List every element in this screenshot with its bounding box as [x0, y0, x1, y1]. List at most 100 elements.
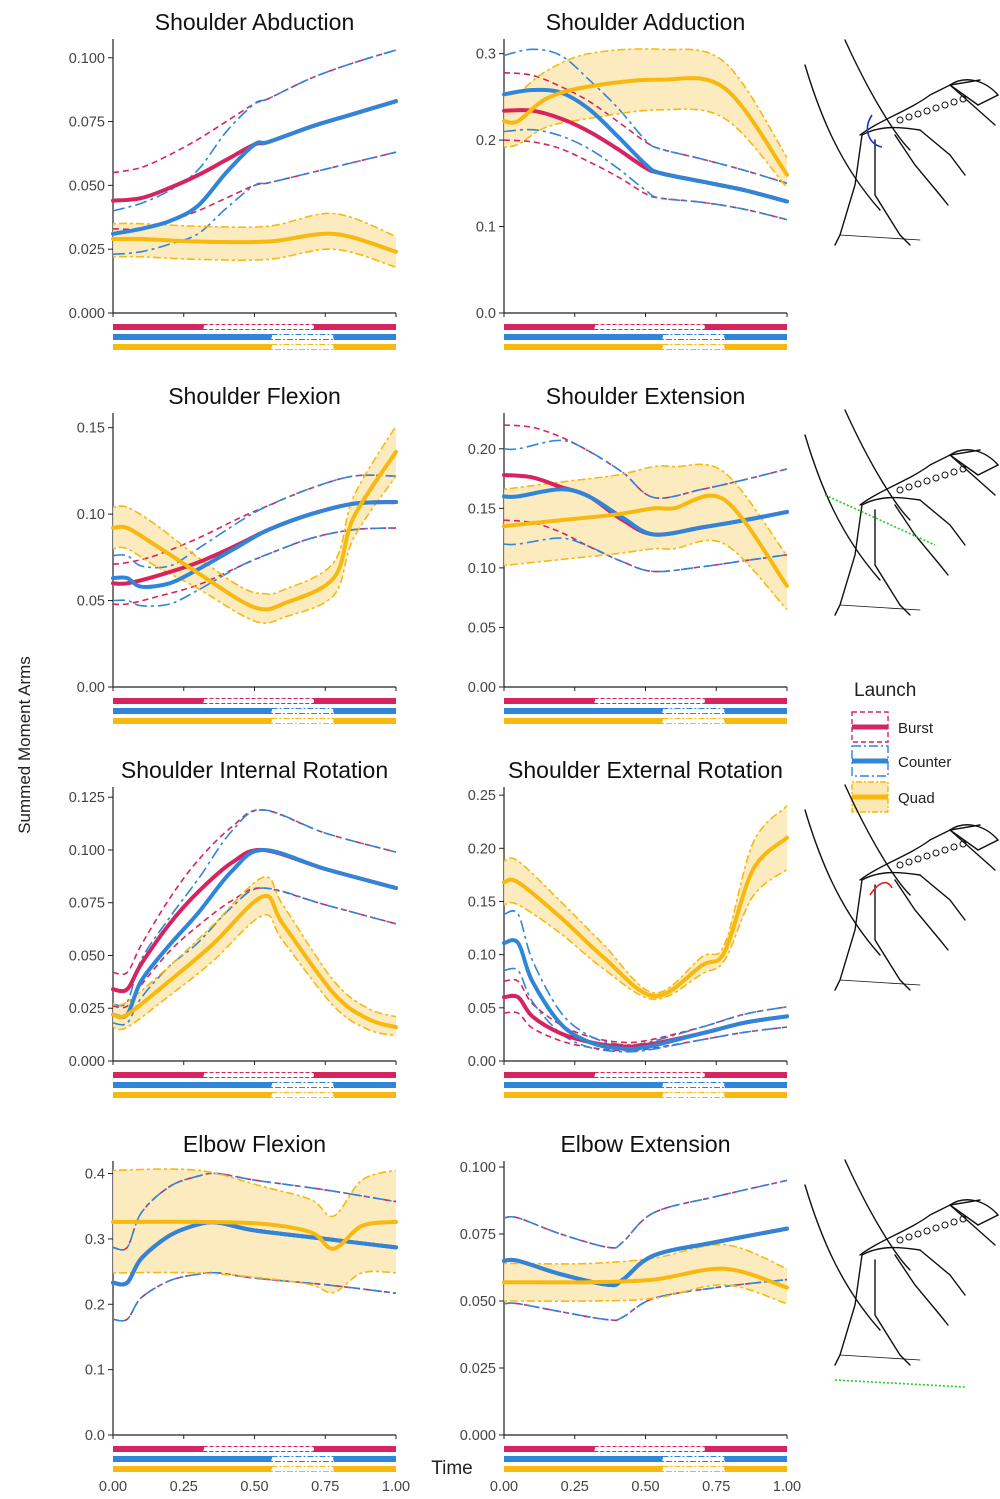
phase-bar-quad — [113, 1092, 272, 1098]
phase-bar-burst — [313, 1446, 396, 1452]
phase-bar-burst — [504, 1072, 595, 1078]
phase-bar-counter — [504, 708, 663, 714]
quad-mean-line — [111, 231, 398, 254]
skeleton-hindlimb — [894, 1254, 949, 1326]
skeleton-forelimb-outer — [834, 1254, 863, 1366]
phase-bar-quad — [504, 1092, 663, 1098]
skeleton-vertebra — [905, 1233, 913, 1241]
y-tick-label: 0.25 — [468, 788, 496, 804]
counter-upper-bound — [503, 910, 788, 1046]
y-tick-label: 0.075 — [460, 1227, 496, 1243]
skeleton-wing-edge — [804, 64, 881, 211]
phase-bar-quad — [333, 344, 396, 350]
counter-upper-bound — [503, 439, 788, 499]
skeleton-vertebra — [923, 477, 931, 485]
x-tick-label: 0.25 — [170, 1479, 198, 1495]
counter-upper-bound — [503, 1179, 788, 1249]
skeleton-forelimb-outer — [834, 879, 863, 991]
quad-lower-bound — [503, 108, 788, 189]
phase-bar-quad — [504, 344, 663, 350]
chart-shoulder-abduction: Shoulder Abduction 0.000 0.025 0.050 0.075 0.… — [69, 9, 398, 350]
panels: Shoulder Abduction 0.000 0.025 0.050 0.075 0.… — [69, 9, 801, 1495]
skeleton-vertebra — [932, 1224, 940, 1232]
skeleton-crest — [844, 39, 911, 151]
legend-item-quad: Quad — [851, 781, 935, 813]
phase-bar-burst-gap — [594, 1446, 706, 1452]
counter-upper-bound — [112, 809, 397, 1007]
skeleton-vertebra — [923, 107, 931, 115]
counter-mean-line — [502, 938, 789, 1051]
quad-upper-bound — [112, 212, 397, 238]
skeleton-vertebra — [932, 849, 940, 857]
skeleton-hindlimb-2 — [919, 499, 966, 546]
x-axis-label: Time — [431, 1458, 473, 1479]
quad-lower-bound — [112, 914, 397, 1037]
y-tick-label: 0.10 — [468, 948, 496, 964]
skeleton-ribcage — [861, 871, 921, 881]
skeleton-vertebra — [896, 116, 904, 124]
x-tick-label: 0.50 — [240, 1479, 268, 1495]
phase-bar-counter-gap — [270, 708, 335, 714]
phase-bar-counter — [333, 1082, 396, 1088]
quad-mean-line — [111, 893, 398, 1030]
phase-bar-counter — [724, 1456, 787, 1462]
skeleton-vertebra — [905, 483, 913, 491]
skeleton-skull — [948, 449, 1000, 476]
skeleton-figure — [804, 1159, 1000, 1388]
skeleton-vertebra — [905, 113, 913, 121]
phase-bar-quad — [333, 1466, 396, 1472]
y-tick-label: 0.050 — [69, 948, 105, 964]
phase-bar-quad-gap — [270, 1466, 335, 1472]
burst-upper-bound — [112, 49, 397, 174]
phase-bar-counter-gap — [661, 1456, 726, 1462]
counter-mean-line — [111, 500, 398, 589]
skeleton-forelimb-inner — [874, 139, 911, 246]
phase-bar-quad — [333, 718, 396, 724]
phase-bar-counter — [724, 334, 787, 340]
chart-shoulder-external-rotation: Shoulder External Rotation 0.00 0.05 0.10 0.… — [468, 757, 789, 1098]
phase-bar-burst-gap — [594, 1072, 706, 1078]
skeleton-vertebra — [923, 1227, 931, 1235]
skeleton-vertebra — [896, 861, 904, 869]
skeleton-vertebra — [950, 1218, 958, 1226]
legend-item-burst: Burst — [851, 711, 934, 743]
skeleton-wing-membrane — [839, 604, 921, 611]
chart-title: Shoulder Extension — [546, 383, 745, 409]
phase-bar-burst — [113, 324, 204, 330]
chart-title: Shoulder External Rotation — [508, 757, 783, 783]
quad-mean-line — [502, 76, 789, 177]
counter-mean-line — [111, 847, 398, 1020]
y-tick-label: 0.1 — [85, 1363, 105, 1379]
skeleton-vertebra — [950, 843, 958, 851]
quad-upper-bound — [112, 1168, 397, 1218]
phase-bar-burst — [704, 1446, 787, 1452]
quad-lower-bound — [503, 539, 788, 611]
y-tick-label: 0.2 — [476, 133, 496, 149]
x-tick-label: 0.50 — [631, 1479, 659, 1495]
phase-bar-quad-gap — [270, 1092, 335, 1098]
moment-arrow — [866, 114, 883, 148]
counter-upper-bound — [503, 48, 788, 185]
skeleton-hindlimb — [894, 134, 949, 206]
skeleton-crest — [844, 784, 911, 896]
skeleton-spine — [859, 1199, 981, 1256]
y-tick-label: 0.05 — [468, 620, 496, 636]
quad-band — [113, 425, 396, 624]
burst-lower-bound — [112, 1271, 397, 1322]
chart-title: Shoulder Abduction — [155, 9, 355, 35]
skeleton-vertebra — [914, 1230, 922, 1238]
y-tick-label: 0.125 — [69, 790, 105, 806]
skeleton-figure — [804, 39, 1000, 246]
phase-bar-counter-gap — [270, 334, 335, 340]
phase-bar-counter-gap — [661, 334, 726, 340]
phase-bar-counter-gap — [661, 1082, 726, 1088]
skeleton-forelimb-inner — [874, 884, 911, 991]
y-tick-label: 0.000 — [69, 1054, 105, 1070]
counter-lower-bound — [112, 1271, 397, 1322]
moment-arrow — [834, 1379, 966, 1388]
y-tick-label: 0.050 — [460, 1294, 496, 1310]
quad-mean-line — [502, 835, 789, 999]
x-tick-label: 1.00 — [382, 1479, 410, 1495]
phase-bar-counter — [333, 1456, 396, 1462]
phase-bar-burst — [313, 1072, 396, 1078]
